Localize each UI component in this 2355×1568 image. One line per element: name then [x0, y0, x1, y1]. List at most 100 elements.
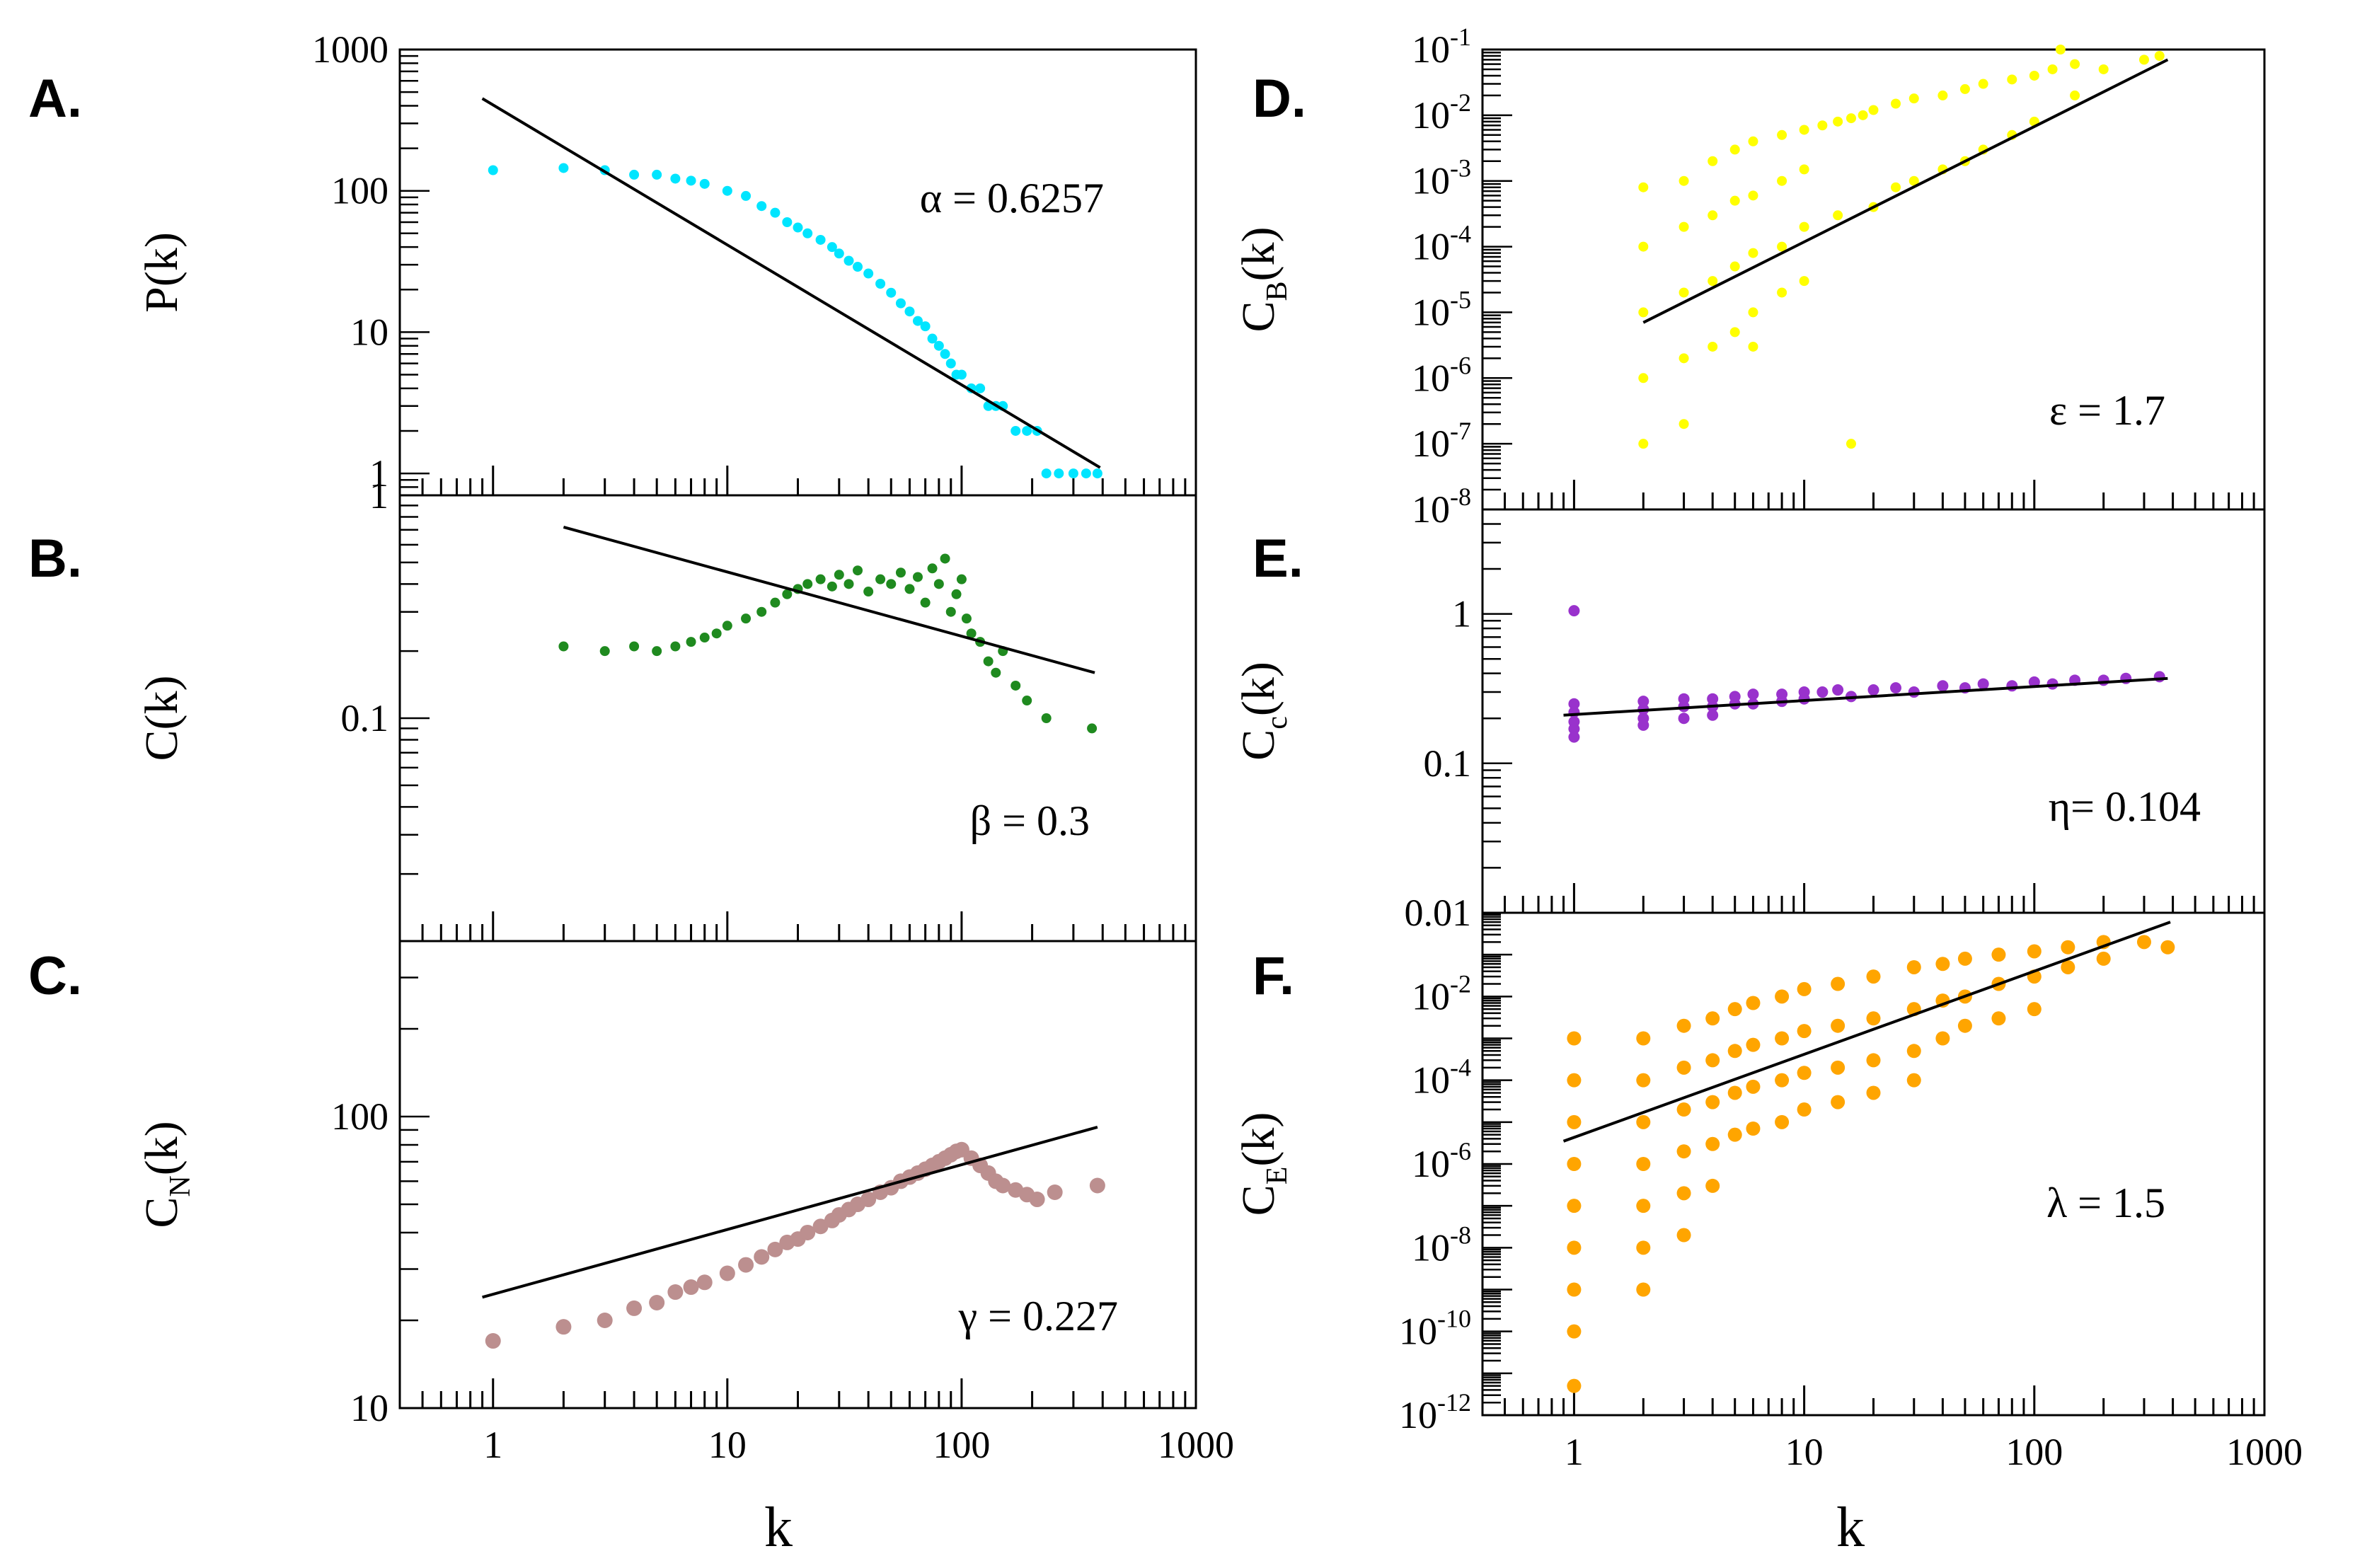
y-tick-label-f: 10-10 — [1399, 1305, 1471, 1353]
panel-letter-a: A. — [28, 69, 82, 129]
data-point-d — [1908, 175, 1919, 186]
y-tick-exponent: -2 — [1450, 969, 1471, 998]
data-point-f — [1935, 957, 1950, 972]
data-point-f — [2027, 944, 2042, 959]
y-axis-label-a: P(k) — [136, 232, 188, 313]
data-point-f — [1567, 1199, 1582, 1214]
data-point-a — [670, 173, 681, 184]
data-point-b — [961, 613, 972, 624]
data-point-f — [1991, 1011, 2006, 1026]
x-axis-label-right: k — [1836, 1497, 1865, 1559]
y-axis-label-e: Cc(k) — [1233, 662, 1294, 761]
data-point-d — [1679, 221, 1689, 232]
panel-a: 1000 100 10 1 P(k) α = 0.6257 — [136, 28, 1197, 497]
data-point-a — [975, 383, 986, 393]
y-axis-label-d: CB(k) — [1233, 226, 1294, 332]
data-point-f — [1746, 1079, 1761, 1094]
data-point-f — [1935, 1031, 1950, 1046]
data-point-d — [1799, 221, 1809, 232]
y-axis-label-subscript: c — [1261, 716, 1294, 730]
data-point-f — [1676, 1186, 1691, 1201]
data-point-d — [1799, 125, 1809, 135]
data-point-a — [488, 165, 498, 175]
data-point-d — [1891, 98, 1901, 109]
data-point-e — [1908, 686, 1920, 698]
data-point-d — [1937, 90, 1948, 100]
data-point-e — [1637, 696, 1649, 708]
y-tick-base: 10 — [1412, 291, 1450, 333]
data-points-a — [488, 163, 1102, 479]
data-point-e — [2006, 680, 2018, 692]
y-tick-exponent: -4 — [1450, 1054, 1471, 1082]
data-point-d — [2070, 59, 2080, 69]
data-point-a — [895, 298, 906, 309]
data-point-f — [2160, 940, 2175, 955]
panel-letter-f: F. — [1253, 946, 1294, 1006]
plot-frame-a — [398, 48, 1197, 497]
data-point-d — [1679, 419, 1689, 430]
data-point-d — [2138, 54, 2149, 65]
y-tick-exponent: -5 — [1450, 285, 1471, 313]
data-point-e — [2097, 674, 2109, 686]
fit-line-c — [482, 1126, 1098, 1299]
data-point-f — [1567, 1157, 1582, 1171]
y-axis-label-main: C — [1233, 1184, 1284, 1216]
data-point-a — [1041, 468, 1052, 479]
data-point-b — [599, 646, 610, 657]
y-ticks-a — [400, 48, 430, 497]
data-point-c — [1029, 1192, 1045, 1208]
data-point-b — [843, 579, 854, 589]
data-point-d — [1891, 182, 1901, 192]
data-point-f — [1705, 1011, 1720, 1026]
panel-d: 10-110-210-310-410-510-610-710-8CB(k)ε =… — [1233, 23, 2266, 531]
data-point-a — [629, 169, 640, 180]
y-tick-base: 10 — [1412, 1059, 1450, 1102]
y-ticks-b — [400, 494, 430, 942]
data-point-b — [802, 579, 813, 589]
data-point-f — [1676, 1060, 1691, 1075]
data-point-f — [2061, 940, 2075, 955]
data-point-d — [1729, 144, 1740, 155]
y-axis-label-subscript: B — [1261, 281, 1294, 301]
data-point-f — [1727, 1002, 1742, 1017]
data-point-b — [670, 641, 681, 652]
data-point-e — [1568, 731, 1580, 743]
data-point-f — [1636, 1282, 1651, 1297]
data-point-a — [920, 321, 931, 332]
data-point-d — [1777, 129, 1787, 140]
y-tick-base: 10 — [1412, 1143, 1450, 1185]
data-point-e — [1568, 698, 1580, 710]
data-point-d — [1729, 195, 1740, 206]
data-point-c — [800, 1224, 816, 1240]
data-point-d — [2055, 45, 2066, 54]
data-point-e — [2153, 671, 2165, 683]
fit-line-e — [1563, 676, 2168, 717]
y-ticks-d — [1482, 48, 1512, 511]
y-axis-label-subscript: N — [164, 1175, 197, 1197]
y-axis-label-subscript: E — [1261, 1167, 1294, 1185]
data-point-b — [827, 581, 837, 592]
data-point-d — [1748, 136, 1758, 146]
data-point-f — [1991, 947, 2006, 962]
data-point-a — [741, 190, 752, 201]
data-point-a — [956, 369, 967, 380]
data-point-f — [1797, 1024, 1812, 1039]
y-tick-exponent: -3 — [1450, 154, 1471, 183]
y-axis-label-main: C — [136, 1197, 188, 1228]
y-tick-base: 10 — [1412, 28, 1450, 71]
outer-labels-layer: A. B. C. D. E. F. k k — [28, 69, 1865, 1559]
y-tick-exponent: -7 — [1450, 417, 1471, 445]
panel-letter-d: D. — [1253, 69, 1306, 129]
data-point-b — [686, 637, 696, 647]
data-point-a — [815, 234, 826, 245]
y-axis-label-c: CN(k) — [136, 1121, 197, 1228]
data-point-a — [1010, 425, 1021, 436]
data-point-f — [1797, 981, 1812, 996]
data-point-d — [2029, 70, 2039, 81]
data-point-d — [1833, 210, 1843, 221]
data-point-e — [1637, 719, 1649, 731]
data-point-e — [1678, 713, 1690, 725]
y-tick-base: 10 — [1399, 1394, 1437, 1436]
data-point-f — [1746, 1037, 1761, 1052]
